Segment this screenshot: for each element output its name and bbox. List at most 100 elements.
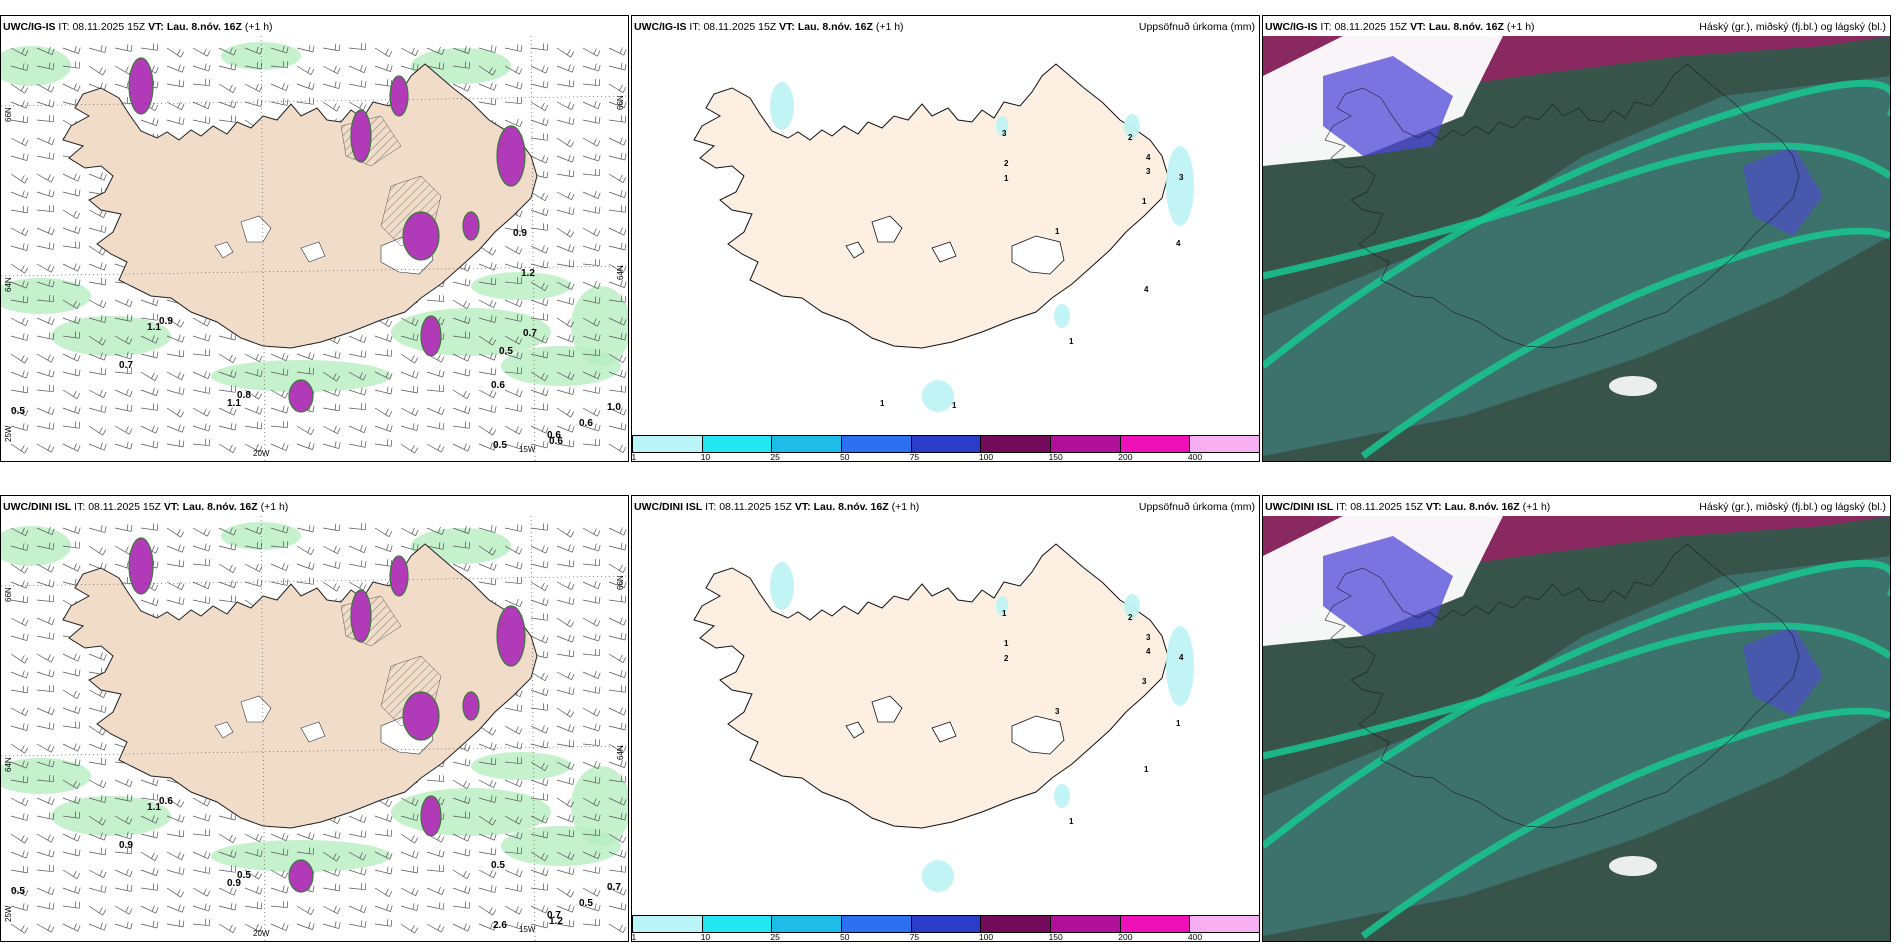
barb-flag (438, 422, 441, 429)
wind-barb (62, 706, 81, 714)
barb-flag (594, 63, 597, 70)
barb-shaft (374, 563, 392, 567)
wind-barb (530, 761, 549, 772)
barb-flag (546, 351, 549, 359)
wind-barb (36, 62, 55, 70)
wind-barb (244, 421, 263, 430)
barb-shaft (426, 389, 444, 393)
barb-flag (24, 177, 29, 184)
precip-area (1054, 784, 1070, 808)
legend-tick: 75 (909, 932, 920, 942)
barb-shaft (244, 371, 261, 377)
barb-flag (151, 815, 155, 822)
barb-shaft (10, 545, 27, 551)
barb-flag (463, 743, 467, 750)
parallel (1, 745, 628, 757)
wind-barb (62, 869, 81, 880)
barb-shaft (478, 527, 495, 533)
wind-barb (88, 525, 107, 533)
barb-flag (209, 439, 210, 446)
wind-barb (504, 224, 523, 232)
barb-shaft (192, 407, 208, 417)
wind-barb (556, 814, 575, 823)
panel-row1-precip: UWC/IG-IS IT: 08.11.2025 15Z VT: Lau. 8.… (631, 15, 1260, 462)
wind-barb (10, 407, 29, 417)
barb-flag (336, 855, 341, 862)
barb-flag (74, 406, 77, 413)
wind-barb (608, 227, 627, 236)
barb-flag (78, 227, 81, 234)
wind-barb (10, 63, 29, 71)
wind-barb (556, 169, 575, 178)
barb-flag (208, 904, 211, 912)
wind-barb (322, 831, 341, 839)
barb-flag (624, 295, 627, 303)
wind-barb (62, 653, 81, 662)
wind-barb (192, 813, 211, 822)
barb-flag (312, 885, 315, 893)
barb-flag (620, 332, 623, 340)
barb-flag (254, 871, 259, 878)
wind-barb (452, 299, 471, 310)
barb-shaft (322, 869, 339, 877)
barb-flag (334, 81, 337, 88)
barb-flag (129, 390, 133, 397)
wind-barb (218, 407, 237, 416)
barb-flag (542, 260, 545, 268)
barb-flag (542, 440, 545, 448)
barb-flag (230, 865, 232, 872)
barb-flag (624, 281, 627, 288)
barb-flag (594, 168, 596, 176)
barb-flag (546, 703, 549, 711)
barb-flag (256, 579, 259, 586)
barb-flag (155, 547, 159, 554)
wind-barb (582, 168, 600, 177)
wind-barb (114, 441, 133, 450)
precip-core (496, 125, 526, 187)
lon-label: 20W (253, 449, 270, 458)
wind-barb (400, 813, 419, 821)
wind-barb (530, 905, 549, 914)
wind-barb (478, 869, 497, 879)
wind-barb (504, 335, 523, 345)
barb-shaft (36, 797, 53, 806)
wind-barb (218, 542, 237, 551)
barb-flag (259, 528, 263, 535)
barb-flag (255, 83, 259, 90)
barb-shaft (36, 425, 54, 430)
barb-shaft (582, 335, 599, 342)
barb-shaft (114, 815, 130, 825)
barb-shaft (166, 923, 184, 928)
barb-flag (156, 313, 159, 321)
barb-flag (312, 45, 315, 53)
barb-flag (233, 889, 237, 896)
barb-flag (334, 441, 337, 448)
glacier (300, 721, 326, 743)
barb-shaft (192, 83, 210, 87)
barb-flag (516, 261, 519, 268)
wind-barb (166, 334, 185, 343)
wind-barb (400, 923, 419, 934)
precip-value: 0.7 (119, 360, 133, 371)
precip-value: 1 (1144, 765, 1149, 774)
barb-flag (541, 155, 545, 162)
barb-flag (364, 388, 367, 396)
barb-flag (24, 837, 29, 844)
panel-subtitle: Uppsöfnuð úrkoma (mm) (1138, 21, 1255, 33)
barb-flag (254, 391, 259, 398)
wind-barb (582, 47, 601, 57)
barb-shaft (62, 833, 78, 842)
barb-shaft (88, 761, 106, 766)
barb-shaft (556, 815, 573, 823)
wind-barb (140, 830, 159, 839)
barb-flag (156, 883, 159, 891)
barb-flag (155, 907, 159, 914)
wind-barb (36, 563, 55, 573)
barb-flag (360, 350, 363, 357)
barb-shaft (478, 371, 496, 376)
barb-flag (26, 154, 29, 161)
wind-barb (608, 407, 627, 416)
barb-flag (546, 831, 549, 839)
barb-flag (48, 594, 50, 602)
wind-barb (140, 403, 159, 411)
